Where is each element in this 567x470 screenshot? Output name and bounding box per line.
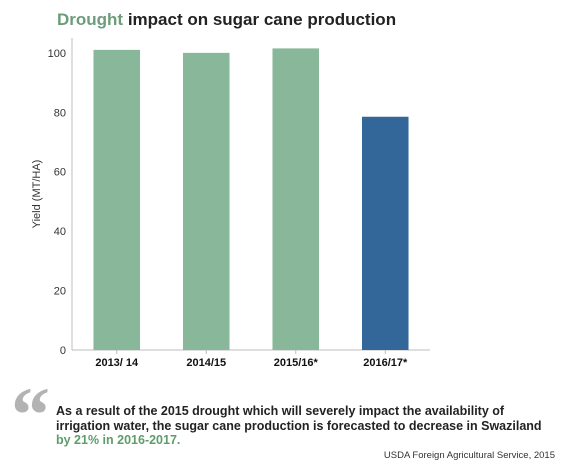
x-tick-label: 2015/16*	[274, 357, 319, 369]
x-tick-label: 2013/ 14	[95, 357, 139, 369]
y-tick-label: 100	[48, 48, 66, 60]
quote-body: As a result of the 2015 drought which wi…	[56, 404, 542, 433]
bar-chart: 0 20 40 60 80 100 Yield (MT/HA) 2013/ 14 2014/15…	[31, 38, 430, 369]
bar	[93, 49, 141, 351]
plot-area: 0 20 40 60 80 100 Yield (MT/HA) 2013/ 14 2014/15…	[31, 38, 430, 369]
bar	[361, 116, 409, 350]
quote-highlight: by 21% in 2016-2017.	[56, 433, 181, 447]
y-tick-label: 20	[54, 286, 66, 298]
y-tick-label: 40	[54, 226, 66, 238]
y-tick-label: 0	[60, 345, 66, 357]
chart-title-rest: impact on sugar cane production	[123, 10, 397, 29]
quote-icon: “	[11, 371, 50, 458]
y-axis-title: Yield (MT/HA)	[31, 160, 43, 229]
y-tick-label: 80	[54, 107, 66, 119]
chart-title-accent: Drought	[57, 10, 124, 29]
source-note: USDA Foreign Agricultural Service, 2015	[383, 450, 555, 461]
bar	[182, 52, 230, 350]
bar	[272, 48, 320, 351]
y-tick-label: 60	[54, 167, 66, 179]
x-tick-label: 2014/15	[186, 357, 226, 369]
x-tick-label: 2016/17*	[363, 357, 408, 369]
chart-title: Drought impact on sugar cane production	[57, 10, 396, 30]
quote-text: As a result of the 2015 drought which wi…	[56, 404, 556, 448]
